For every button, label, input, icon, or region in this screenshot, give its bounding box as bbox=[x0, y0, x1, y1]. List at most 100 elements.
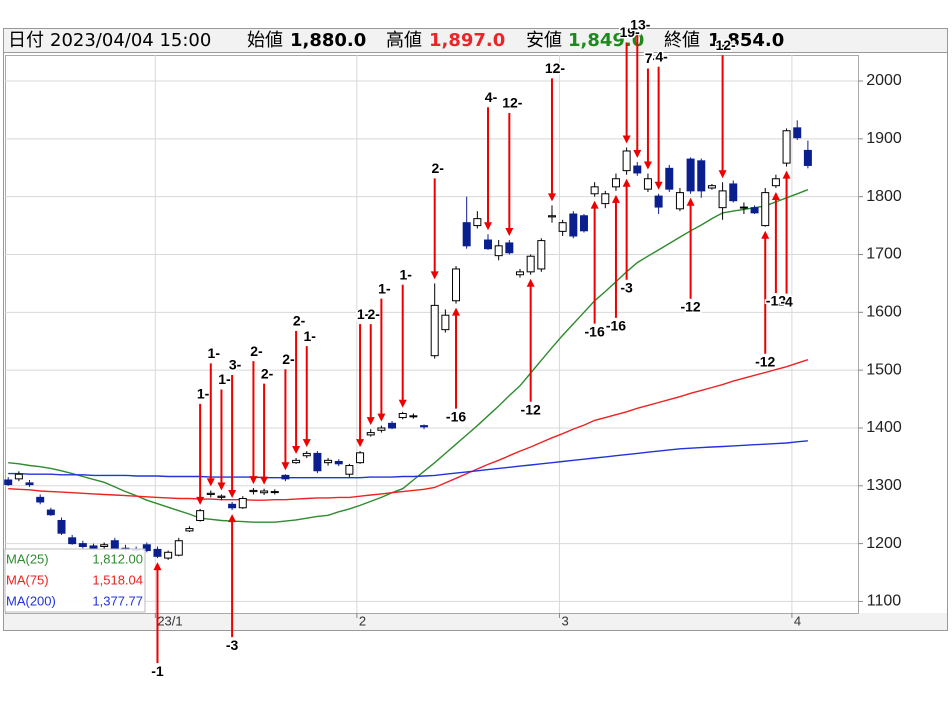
candle-body bbox=[686, 158, 695, 192]
candle-body bbox=[100, 544, 109, 548]
candle-body bbox=[590, 186, 599, 195]
y-tick-label: 1300 bbox=[866, 477, 902, 494]
candle-body bbox=[537, 240, 546, 270]
arrow-head bbox=[398, 399, 407, 408]
signal-label: 12- bbox=[502, 95, 523, 111]
candle-body bbox=[313, 452, 322, 472]
candle-body bbox=[739, 206, 748, 209]
candle-body bbox=[57, 519, 66, 534]
header-low-label: 安値 bbox=[526, 30, 562, 51]
signal-label: 13- bbox=[630, 17, 651, 33]
candle-body bbox=[729, 183, 738, 202]
candle-body bbox=[611, 178, 620, 188]
candle-body bbox=[185, 528, 194, 532]
candle-body bbox=[89, 545, 98, 549]
candle-body bbox=[675, 192, 684, 210]
candle-body bbox=[249, 489, 258, 493]
legend-value: 1,377.77 bbox=[92, 593, 143, 608]
signal-label: -12 bbox=[521, 401, 541, 417]
candle-body bbox=[462, 222, 471, 247]
signal-label: -16 bbox=[606, 318, 626, 334]
candle-body bbox=[324, 459, 333, 464]
arrow-head bbox=[366, 417, 375, 426]
signal-label: 4- bbox=[655, 48, 668, 64]
signal-label: 1- bbox=[378, 280, 391, 296]
signal-label: 2- bbox=[367, 306, 380, 322]
candle-body bbox=[196, 510, 205, 521]
legend-value: 1,812.00 bbox=[92, 551, 143, 566]
signal-label: -16 bbox=[585, 323, 605, 339]
candle-body bbox=[718, 190, 727, 209]
arrow-head bbox=[633, 149, 642, 158]
signal-label: -1 bbox=[151, 663, 164, 679]
candle-body bbox=[515, 271, 524, 276]
x-tick-label: 23/1 bbox=[157, 613, 182, 628]
candle-body bbox=[558, 222, 567, 232]
arrow-head bbox=[206, 478, 215, 487]
signal-label: -3 bbox=[226, 637, 239, 653]
y-tick-label: 1500 bbox=[866, 361, 902, 378]
arrow-head bbox=[761, 230, 770, 239]
candle-body bbox=[153, 548, 162, 557]
y-tick-label: 2000 bbox=[866, 72, 902, 89]
signal-label: 2- bbox=[293, 313, 306, 329]
candle-body bbox=[441, 314, 450, 331]
arrow-head bbox=[228, 514, 237, 523]
arrow-head bbox=[260, 476, 269, 485]
y-tick-label: 1800 bbox=[866, 188, 902, 205]
y-tick-label: 1900 bbox=[866, 130, 902, 147]
signal-label: 2- bbox=[431, 160, 444, 176]
header-open-label: 始値 bbox=[247, 30, 283, 51]
arrow-head bbox=[292, 446, 301, 455]
arrow-head bbox=[654, 181, 663, 190]
candle-body bbox=[569, 213, 578, 237]
candle-body bbox=[334, 461, 343, 465]
candle-body bbox=[793, 127, 802, 139]
candle-body bbox=[430, 304, 439, 357]
ma-line bbox=[8, 189, 809, 523]
candle-body bbox=[142, 544, 151, 552]
arrow-head bbox=[196, 496, 205, 505]
header-high-label: 高値 bbox=[386, 30, 422, 51]
candle-body bbox=[25, 482, 34, 486]
signal-label: 2- bbox=[250, 343, 263, 359]
candle-body bbox=[281, 474, 290, 480]
arrow-head bbox=[611, 194, 620, 203]
candle-body bbox=[601, 193, 610, 205]
signal-label: -12 bbox=[766, 293, 786, 309]
x-tick-label: 4 bbox=[794, 613, 801, 628]
x-tick-label: 2 bbox=[359, 613, 366, 628]
arrow-head bbox=[718, 170, 727, 179]
arrow-head bbox=[281, 462, 290, 471]
y-tick-label: 1200 bbox=[866, 535, 902, 552]
signal-label: -16 bbox=[446, 408, 466, 424]
candle-body bbox=[654, 195, 663, 208]
signal-label: 1- bbox=[208, 345, 221, 361]
x-axis-strip bbox=[4, 613, 947, 630]
candle-body bbox=[345, 465, 354, 475]
candle-body bbox=[174, 540, 183, 556]
arrow-head bbox=[228, 489, 237, 498]
arrow-head bbox=[771, 191, 780, 200]
candle-body bbox=[484, 239, 493, 250]
legend-box bbox=[4, 548, 146, 613]
candle-body bbox=[260, 490, 269, 494]
arrow-head bbox=[153, 562, 162, 571]
candle-body bbox=[398, 413, 407, 419]
candle-body bbox=[164, 551, 173, 559]
x-tick-label: 3 bbox=[561, 613, 568, 628]
y-tick-label: 1600 bbox=[866, 304, 902, 321]
arrow-head bbox=[302, 439, 311, 448]
candle-body bbox=[46, 509, 55, 516]
signal-label: 2- bbox=[282, 351, 295, 367]
signal-label: 12- bbox=[545, 60, 566, 76]
arrow-head bbox=[622, 178, 631, 187]
signal-label: 1- bbox=[304, 328, 317, 344]
candle-body bbox=[771, 178, 780, 187]
ma-line bbox=[8, 359, 809, 501]
y-tick-label: 1100 bbox=[867, 593, 902, 610]
legend-label: MA(25) bbox=[6, 551, 49, 566]
signal-label: 1- bbox=[218, 371, 231, 387]
candle-body bbox=[36, 496, 45, 503]
